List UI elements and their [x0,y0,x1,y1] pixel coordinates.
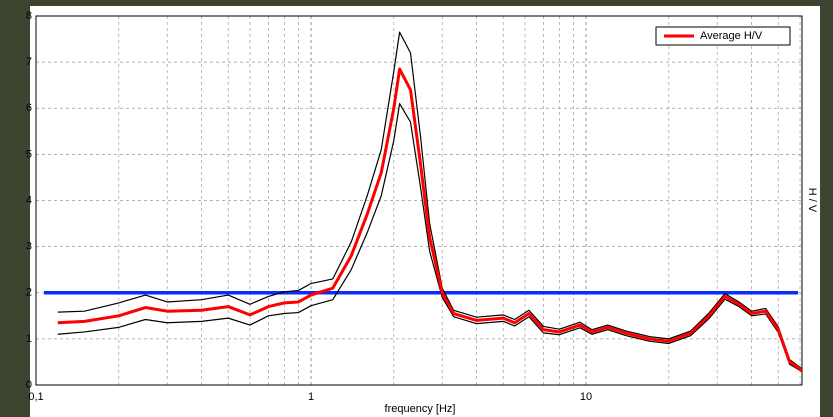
x-tick-label: 0,1 [28,391,43,403]
bound-line [57,103,803,373]
plot: 0 1 2 3 4 5 6 7 8 0,1 1 10 Average H/V [26,10,803,403]
x-tick-label: 10 [580,391,592,403]
y-tick-label: 3 [26,241,32,253]
y-tick-label: 4 [26,194,32,206]
average-line [57,67,803,372]
y-axis-label: H / V [806,188,818,213]
legend-box [655,26,791,46]
plot-frame [35,15,803,386]
x-tick-label: 1 [308,391,314,403]
y-tick-label: 1 [26,333,32,345]
y-tick-label: 5 [26,148,32,160]
y-tick-label: 8 [26,10,32,22]
y-tick-label: 6 [26,102,32,114]
bound-line [57,31,803,370]
x-axis-label: frequency [Hz] [385,403,456,415]
legend-label: Average H/V [700,30,763,42]
y-tick-label: 7 [26,56,32,68]
y-tick-label: 2 [26,287,32,299]
y-tick-label: 0 [26,379,32,391]
